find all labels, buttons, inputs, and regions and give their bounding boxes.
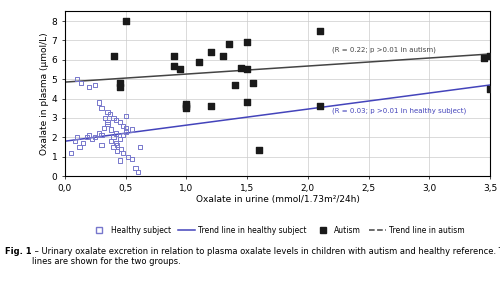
- Text: (R = 0.22; p >0.01 in autism): (R = 0.22; p >0.01 in autism): [332, 46, 436, 53]
- Point: [194, 59, 202, 64]
- Legend: Healthy subject, Trend line in healthy subject, Autism, Trend line in autism: Healthy subject, Trend line in healthy s…: [91, 226, 464, 235]
- Point: [70, 139, 78, 143]
- Point: [249, 81, 257, 85]
- Point: [176, 67, 184, 72]
- Point: [182, 102, 190, 107]
- Point: [120, 133, 128, 138]
- Point: [124, 154, 132, 159]
- Point: [101, 116, 109, 120]
- Text: – Urinary oxalate excretion in relation to plasma oxalate levels in children wit: – Urinary oxalate excretion in relation …: [32, 247, 500, 266]
- Point: [132, 166, 140, 171]
- Point: [316, 28, 324, 33]
- Point: [256, 148, 264, 152]
- Point: [112, 141, 120, 145]
- Point: [128, 127, 136, 132]
- Point: [83, 135, 91, 140]
- Point: [92, 135, 100, 140]
- Point: [110, 145, 118, 149]
- Point: [243, 100, 251, 105]
- X-axis label: Oxalate in urine (mmol/1.73m²/24h): Oxalate in urine (mmol/1.73m²/24h): [196, 195, 360, 204]
- Point: [122, 125, 130, 130]
- Point: [120, 124, 128, 128]
- Point: [110, 135, 118, 140]
- Point: [116, 81, 124, 85]
- Point: [110, 54, 118, 58]
- Point: [95, 100, 103, 105]
- Point: [134, 170, 142, 174]
- Point: [104, 122, 112, 126]
- Point: [77, 81, 85, 85]
- Point: [116, 137, 124, 141]
- Point: [112, 118, 120, 122]
- Point: [98, 133, 106, 138]
- Point: [92, 83, 100, 87]
- Point: [88, 137, 96, 141]
- Point: [113, 149, 121, 153]
- Y-axis label: Oxalate in plasma (µmol/L): Oxalate in plasma (µmol/L): [40, 32, 49, 155]
- Point: [107, 139, 115, 143]
- Point: [316, 104, 324, 108]
- Point: [98, 143, 106, 147]
- Text: (R = 0.03; p >0.01 in healthy subject): (R = 0.03; p >0.01 in healthy subject): [332, 107, 466, 114]
- Point: [86, 133, 94, 138]
- Point: [116, 120, 124, 124]
- Point: [122, 129, 130, 134]
- Point: [225, 42, 233, 47]
- Point: [128, 156, 136, 161]
- Text: Fig. 1: Fig. 1: [5, 247, 32, 256]
- Point: [107, 127, 115, 132]
- Point: [480, 56, 488, 60]
- Point: [113, 143, 121, 147]
- Point: [104, 120, 112, 124]
- Point: [79, 141, 87, 145]
- Point: [206, 50, 214, 54]
- Point: [170, 63, 178, 68]
- Point: [120, 151, 128, 155]
- Point: [67, 151, 75, 155]
- Point: [243, 67, 251, 72]
- Point: [219, 54, 227, 58]
- Point: [95, 131, 103, 136]
- Point: [73, 77, 81, 82]
- Point: [243, 40, 251, 45]
- Point: [112, 131, 120, 136]
- Point: [182, 106, 190, 110]
- Point: [486, 54, 494, 58]
- Point: [122, 114, 130, 118]
- Point: [110, 116, 118, 120]
- Point: [104, 110, 112, 114]
- Point: [86, 85, 94, 89]
- Point: [486, 87, 494, 91]
- Point: [237, 65, 245, 70]
- Point: [98, 106, 106, 110]
- Point: [116, 85, 124, 89]
- Point: [116, 158, 124, 163]
- Point: [170, 54, 178, 58]
- Point: [73, 135, 81, 140]
- Point: [136, 145, 144, 149]
- Point: [122, 19, 130, 23]
- Point: [117, 147, 125, 151]
- Point: [106, 112, 114, 116]
- Point: [206, 104, 214, 108]
- Point: [231, 83, 239, 87]
- Point: [100, 125, 108, 130]
- Point: [76, 145, 84, 149]
- Point: [182, 104, 190, 108]
